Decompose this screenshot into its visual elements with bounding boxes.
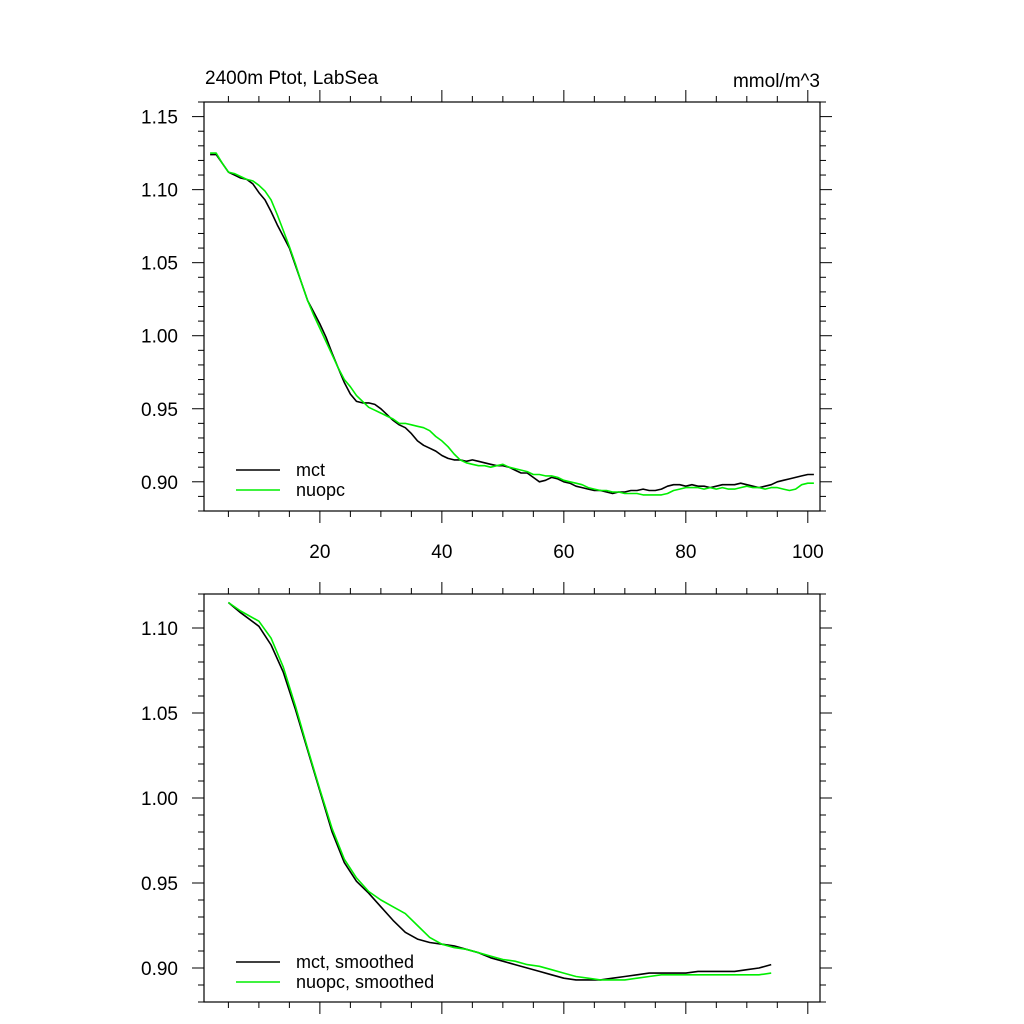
legend-label: mct [296,460,325,480]
chart-title: 2400m Ptot, LabSea [205,68,379,89]
y-tick-label: 1.00 [141,327,178,348]
legend-label: nuopc, smoothed [296,972,434,992]
series-line-nuopc-smoothed [227,601,772,981]
legend-label: nuopc [296,480,345,500]
x-tick-label: 60 [553,542,574,563]
x-tick-label: 20 [309,542,330,563]
legend-label: mct, smoothed [296,952,414,972]
x-tick-label: 80 [675,542,696,563]
y-tick-label: 1.05 [141,704,178,725]
y-tick-label: 1.15 [141,108,178,129]
plot-frame [203,593,821,1003]
x-tick-label: 40 [431,542,452,563]
series-line-nuopc [210,152,814,496]
top-panel: 2400m Ptot, LabSea mmol/m^3 0.90 0.95 1.00… [141,68,832,563]
y-tick-label: 0.95 [141,874,178,895]
x-tick-label: 100 [792,542,824,563]
chart-units: mmol/m^3 [733,71,820,92]
y-tick-label: 1.05 [141,254,178,275]
plot-frame [203,101,821,512]
y-tick-label: 1.00 [141,789,178,810]
y-tick-label: 0.90 [141,473,178,494]
bottom-panel: 0.90 0.95 1.00 1.05 1.10 mct, smoothednuopc, … [141,582,832,1014]
y-tick-label: 0.95 [141,400,178,421]
y-tick-label: 0.90 [141,959,178,980]
series-line-mct-smoothed [227,601,772,981]
y-tick-label: 1.10 [141,181,178,202]
series-line-mct [210,153,814,495]
y-tick-label: 1.10 [141,619,178,640]
